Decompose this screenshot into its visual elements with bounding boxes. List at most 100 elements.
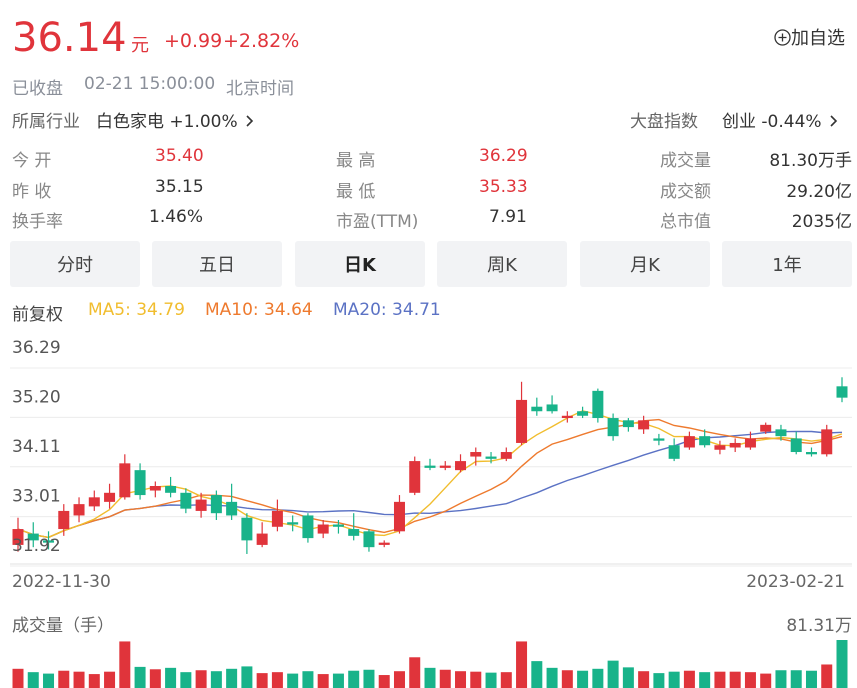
candle-body: [744, 438, 756, 448]
candle-body: [470, 452, 482, 457]
volume-bar: [653, 673, 665, 688]
volume-bar: [683, 670, 695, 688]
candle-down: [790, 431, 802, 455]
adjust-label[interactable]: 前复权: [12, 305, 63, 325]
candle-down: [668, 438, 680, 462]
volume-bar: [668, 671, 680, 688]
candle-body: [210, 495, 222, 514]
y-tick-label: 34.11: [12, 437, 61, 457]
candle-body: [88, 497, 100, 507]
candle-body: [836, 386, 848, 398]
volume-bar: [226, 668, 238, 688]
market-cap-label: 总市值: [660, 212, 711, 232]
pe-value: 7.91: [489, 207, 527, 227]
candle-down: [287, 515, 299, 532]
candle-body: [165, 486, 177, 493]
turnover-value: 1.46%: [149, 207, 204, 227]
industry-link[interactable]: 白色家电 +1.00%: [96, 107, 255, 132]
volume-bar: [592, 668, 604, 688]
candle-up: [744, 431, 756, 450]
volume-bar: [241, 666, 253, 688]
candle-up: [119, 454, 131, 500]
amount-label: 成交额: [660, 182, 711, 202]
y-tick-label: 35.20: [12, 387, 61, 407]
candle-body: [317, 524, 329, 534]
y-tick-label: 36.29: [12, 338, 61, 358]
add-watchlist-button[interactable]: 加自选: [774, 24, 845, 50]
candle-down: [424, 458, 436, 471]
index-link[interactable]: 创业 -0.44%: [722, 107, 839, 132]
volume-max-label: 81.31万: [786, 616, 852, 636]
volume-bar: [165, 667, 177, 688]
candle-up: [149, 481, 161, 498]
chevron-right-icon: [246, 115, 254, 127]
candle-down: [302, 513, 314, 543]
y-tick-label: 31.92: [12, 536, 61, 556]
ma20-label: MA20: 34.71: [333, 300, 441, 320]
candle-body: [699, 436, 711, 446]
candle-down: [531, 397, 543, 416]
candle-body: [775, 429, 787, 437]
current-price: 36.14: [12, 15, 127, 61]
candle-body: [104, 492, 116, 502]
candle-body: [43, 540, 55, 543]
candle-down: [836, 377, 848, 403]
volume-bar: [180, 672, 192, 688]
tab-intraday[interactable]: 分时: [10, 241, 140, 287]
tab-weekly-k[interactable]: 周K: [437, 241, 567, 287]
tab-daily-k[interactable]: 日K: [295, 241, 425, 287]
industry-value: 白色家电 +1.00%: [96, 112, 238, 132]
candle-body: [546, 404, 558, 412]
candle-body: [332, 524, 344, 527]
candle-body: [378, 542, 390, 545]
candle-up: [317, 519, 329, 539]
candle-body: [302, 515, 314, 539]
volume-bar: [805, 670, 817, 688]
volume-bar: [58, 670, 70, 688]
volume-bar: [104, 671, 116, 688]
candle-down: [43, 531, 55, 550]
candle-down: [348, 513, 360, 541]
volume-bar: [256, 673, 268, 688]
candle-up: [58, 504, 70, 536]
high-value: 36.29: [479, 146, 528, 166]
candle-body: [592, 390, 604, 419]
candle-down: [241, 513, 253, 554]
kline-chart[interactable]: 36.29 35.20 34.11 33.01 31.92: [0, 330, 857, 580]
candle-down: [363, 529, 375, 552]
candle-down: [805, 447, 817, 457]
volume-bar: [149, 669, 161, 688]
candle-body: [363, 531, 375, 548]
volume-chart: [12, 640, 848, 688]
turnover-label: 换手率: [12, 212, 63, 232]
volume-value: 81.30万手: [769, 151, 852, 171]
candle-up: [104, 483, 116, 509]
volume-title: 成交量（手）: [12, 616, 114, 636]
candle-body: [393, 501, 405, 532]
candle-down: [226, 483, 238, 520]
candle-body: [439, 465, 451, 468]
candle-up: [378, 540, 390, 548]
tab-one-year[interactable]: 1年: [722, 241, 852, 287]
tab-monthly-k[interactable]: 月K: [580, 241, 710, 287]
candle-up: [256, 522, 268, 548]
ma5-label: MA5: 34.79: [88, 300, 185, 320]
volume-bar: [516, 641, 528, 688]
candle-body: [714, 445, 726, 450]
candle-down: [210, 490, 222, 520]
candle-body: [256, 533, 268, 545]
volume-bar: [500, 672, 512, 688]
volume-bar: [470, 671, 482, 688]
candle-up: [409, 456, 421, 496]
volume-bar: [27, 672, 39, 688]
candle-up: [729, 438, 741, 453]
candle-up: [561, 411, 573, 423]
candle-body: [58, 510, 70, 530]
volume-bar: [88, 674, 100, 688]
candle-body: [348, 529, 360, 536]
tab-five-day[interactable]: 五日: [152, 241, 282, 287]
candle-body: [500, 452, 512, 459]
prev-close-label: 昨 收: [12, 182, 52, 202]
low-label: 最 低: [336, 182, 376, 202]
period-tabs: 分时 五日 日K 周K 月K 1年: [10, 241, 852, 287]
